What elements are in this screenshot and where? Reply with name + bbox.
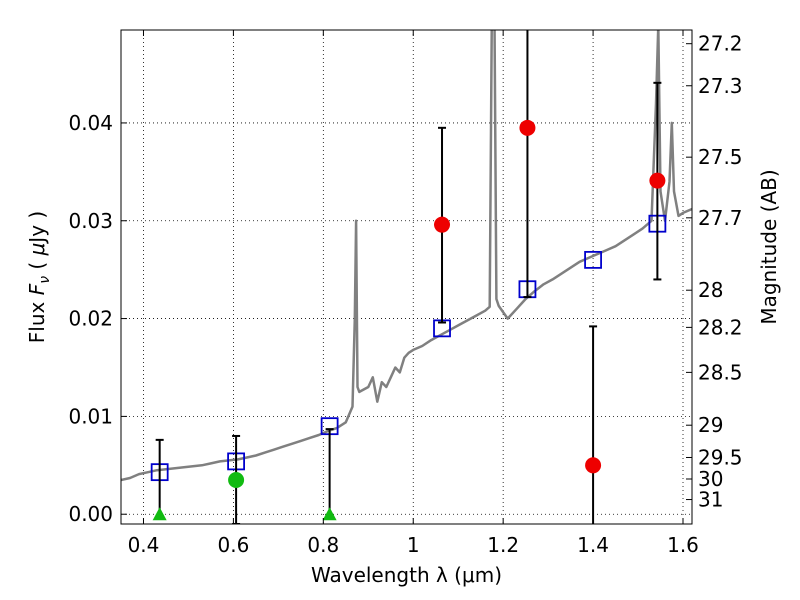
magnitude-axis-title: Magnitude (AB): [757, 169, 781, 324]
x-tick-label: 1: [407, 533, 420, 557]
model-square-marker: [584, 250, 602, 269]
y-tick-label: 0.04: [68, 111, 113, 135]
y-tick-label: 0.00: [68, 502, 113, 526]
magnitude-tick-label: 27.5: [698, 145, 743, 169]
upper-limit-marker: [322, 507, 337, 521]
spectrum-line: [121, 30, 692, 482]
axes: 0.4 0.6 0.8 1 1.2 1.4 1.6 0.00 0.01 0.02 0.03 0.04 2…: [68, 30, 743, 557]
y-tick-label: 0.02: [68, 307, 113, 331]
x-tick-label: 1.4: [577, 533, 609, 557]
observed-point: [649, 172, 666, 189]
magnitude-tick-label: 27.7: [698, 206, 743, 230]
x-axis-title: Wavelength λ (μm): [311, 563, 502, 587]
y-axis-title: Flux Fν ( μJy ): [25, 211, 53, 343]
magnitude-tick-label: 28: [698, 278, 723, 302]
observed-point: [519, 119, 536, 136]
x-tick-label: 0.6: [217, 533, 249, 557]
observed-point: [228, 471, 245, 488]
observed-point: [434, 216, 451, 233]
magnitude-tick-label: 30: [698, 467, 723, 491]
magnitude-tick-label: 27.2: [698, 32, 743, 56]
y-tick-label: 0.03: [68, 209, 113, 233]
magnitude-tick-label: 27.3: [698, 74, 743, 98]
observed-point: [585, 457, 602, 474]
x-tick-label: 1.2: [487, 533, 519, 557]
plot-frame: [120, 29, 693, 525]
magnitude-tick-label: 31: [698, 488, 723, 512]
magnitude-tick-label: 28.2: [698, 315, 743, 339]
y-tick-label: 0.01: [68, 404, 113, 428]
magnitude-tick-label: 29: [698, 413, 723, 437]
magnitude-tick-label: 29.5: [698, 445, 743, 469]
magnitude-tick-label: 28.5: [698, 360, 743, 384]
upper-limit-marker: [152, 507, 167, 521]
x-tick-label: 0.4: [128, 533, 160, 557]
plot-area: [121, 30, 692, 524]
x-tick-label: 0.8: [307, 533, 339, 557]
x-tick-label: 1.6: [667, 533, 699, 557]
